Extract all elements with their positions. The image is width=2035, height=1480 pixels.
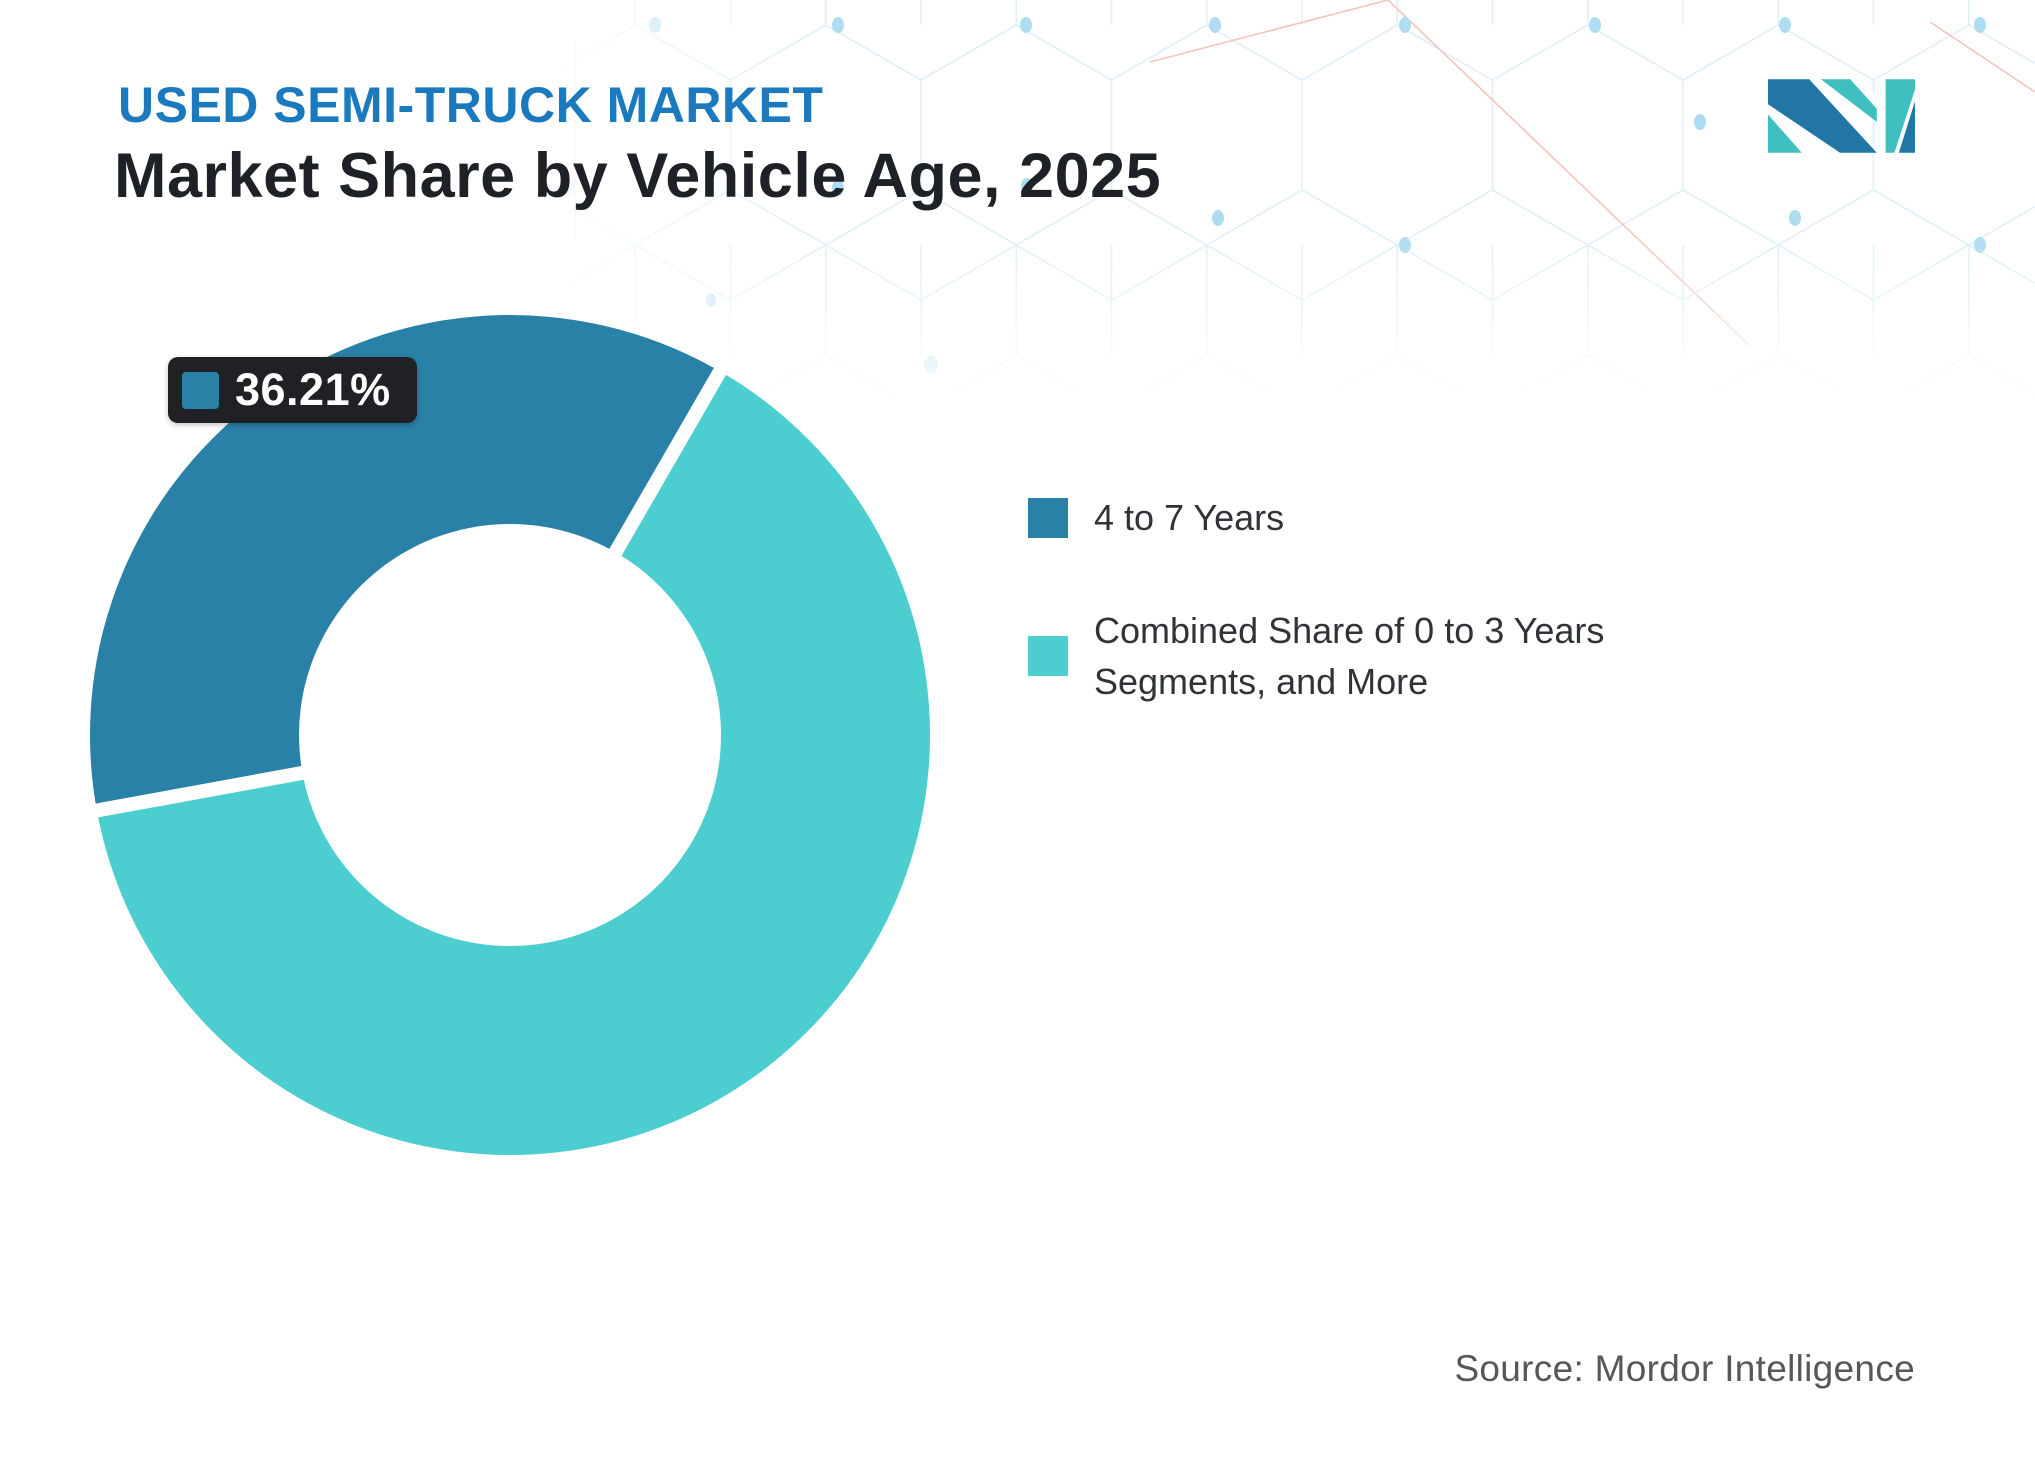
value-callout: 36.21%: [168, 357, 417, 423]
legend-swatch-teal: [1028, 636, 1068, 677]
callout-value: 36.21%: [235, 364, 391, 415]
legend-swatch-blue: [1028, 497, 1068, 538]
mordor-intelligence-logo: [1768, 79, 1915, 153]
donut-slice-0[interactable]: [89, 314, 714, 804]
callout-swatch: [182, 371, 219, 409]
legend-item-4-to-7-years: 4 to 7 Years: [1028, 492, 1604, 543]
donut-slice-1[interactable]: [98, 374, 931, 1156]
legend-label: Combined Share of 0 to 3 Years Segments,…: [1094, 610, 1605, 703]
donut-chart: [89, 314, 931, 1156]
legend-label: 4 to 7 Years: [1094, 497, 1285, 538]
source-attribution: Source: Mordor Intelligence: [1454, 1348, 1915, 1389]
report-eyebrow: USED SEMI-TRUCK MARKET: [118, 77, 824, 133]
legend-item-combined-share: Combined Share of 0 to 3 Years Segments,…: [1028, 605, 1604, 707]
page-title: Market Share by Vehicle Age, 2025: [114, 141, 1162, 211]
chart-legend: 4 to 7 Years Combined Share of 0 to 3 Ye…: [1028, 492, 1604, 707]
